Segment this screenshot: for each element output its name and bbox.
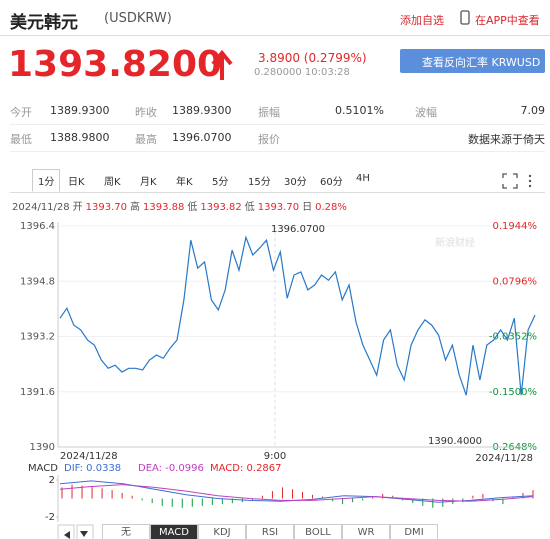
stat-value: 1389.9300: [50, 104, 110, 117]
info-label: 低: [187, 202, 198, 213]
watermark: 新浪财经: [435, 236, 475, 249]
pct-label: 0.1944%: [493, 221, 538, 232]
menu-dot: [528, 184, 532, 188]
low-label: 1390.4000: [428, 436, 482, 447]
divider: [0, 35, 550, 36]
stat-label: 振幅: [258, 106, 280, 119]
stat-value: 1389.9300: [172, 104, 232, 117]
stat-label: 今开: [10, 106, 32, 119]
reverse-rate-button[interactable]: 查看反向汇率 KRWUSD: [400, 49, 545, 73]
high-label: 1396.0700: [271, 224, 325, 235]
x-label: 9:00: [264, 451, 286, 462]
stat-value: 7.09: [520, 104, 546, 117]
period-tab[interactable]: 5分: [212, 177, 229, 188]
indicator-tab[interactable]: MACD: [150, 524, 198, 539]
period-tab[interactable]: 月K: [140, 177, 157, 188]
y-tick-label: 1391.6: [20, 387, 55, 398]
info-value: 0.28%: [315, 202, 347, 213]
macd-title: MACD: [28, 463, 58, 474]
indicator-tab[interactable]: BOLL: [294, 524, 342, 539]
button-label: 查看反向汇率 KRWUSD: [422, 56, 541, 69]
menu-dot: [528, 179, 532, 183]
period-tab[interactable]: 15分: [248, 177, 271, 188]
macd-tick-label: -2: [45, 512, 55, 523]
stat-value: 1388.9800: [50, 131, 110, 144]
dea-line: [59, 484, 534, 502]
info-label: 日: [302, 202, 313, 213]
macd-value: MACD: 0.2867: [210, 463, 282, 474]
period-tab[interactable]: 60分: [320, 177, 343, 188]
stat-value: 0.5101%: [335, 104, 384, 117]
phone-icon: [460, 10, 470, 25]
macd-tick-label: 2: [49, 475, 55, 486]
indicator-tab[interactable]: WR: [342, 524, 390, 539]
stat-label: 报价: [258, 133, 280, 146]
period-tab[interactable]: 年K: [176, 177, 193, 188]
info-value: 1393.70: [85, 202, 127, 213]
nav-arrow: [80, 531, 88, 537]
pct-label: -0.0352%: [489, 332, 537, 343]
pct-label: -0.1500%: [489, 387, 537, 398]
price-change: 3.8900 (0.2799%): [258, 51, 367, 65]
macd-dif: DIF: 0.0338: [64, 463, 121, 474]
stat-label: 昨收: [135, 106, 157, 119]
period-tab[interactable]: 周K: [104, 177, 121, 188]
price: 1393.8200: [8, 44, 223, 85]
info-value: 1393.88: [143, 202, 185, 213]
info-line: 2024/11/28 开 1393.70 高 1393.88 低 1393.82 低 1393.…: [12, 198, 350, 213]
y-tick-label: 1393.2: [20, 332, 55, 343]
y-tick-label: 1394.8: [20, 276, 55, 287]
asset-code: (USDKRW): [104, 11, 172, 26]
info-label: 高: [130, 202, 140, 213]
row-divider: [10, 151, 545, 152]
period-tab[interactable]: 4H: [356, 173, 370, 184]
up-arrow: [211, 49, 233, 80]
info-label: 低: [244, 202, 255, 213]
data-source: 数据来源于倚天: [468, 133, 545, 146]
indicator-tab[interactable]: 无: [102, 524, 150, 539]
stat-label: 最高: [135, 133, 157, 146]
period-tab[interactable]: 日K: [68, 177, 85, 188]
row-divider: [10, 124, 545, 125]
info-value: 1393.70: [257, 202, 300, 213]
x-label: 2024/11/28: [475, 453, 533, 464]
dif-line: [59, 480, 534, 503]
nav-arrow: [64, 531, 70, 539]
nav-button[interactable]: [57, 524, 75, 539]
asset-name: 美元韩元: [10, 13, 78, 33]
indicator-tab[interactable]: KDJ: [198, 524, 246, 539]
update-time: 0.280000 10:03:28: [254, 67, 350, 78]
period-tab[interactable]: 30分: [284, 177, 307, 188]
stat-label: 最低: [10, 133, 32, 146]
indicator-tab[interactable]: RSI: [246, 524, 294, 539]
pct-label: 0.0796%: [493, 276, 538, 287]
stat-value: 1396.0700: [172, 131, 232, 144]
y-tick-label: 1390: [30, 442, 55, 453]
menu-dot: [528, 174, 532, 178]
stat-label: 波幅: [415, 106, 437, 119]
x-label: 2024/11/28: [60, 451, 118, 462]
add-watchlist[interactable]: 添加自选: [400, 14, 444, 27]
y-tick-label: 1396.4: [20, 221, 55, 232]
macd-dea: DEA: -0.0996: [138, 463, 204, 474]
period-tab[interactable]: 1分: [32, 169, 61, 192]
open-app[interactable]: 在APP中查看: [475, 14, 540, 27]
indicator-tab[interactable]: DMI: [390, 524, 438, 539]
fullscreen-icon: [502, 173, 518, 189]
tab-bar: 1分 日K 周K 月K 年K 5分 15分 30分 60分 4H: [10, 168, 545, 193]
info-label: 开: [72, 202, 83, 213]
info-date: 2024/11/28: [12, 202, 70, 213]
info-value: 1393.82: [200, 202, 242, 213]
price-line: [59, 235, 536, 396]
